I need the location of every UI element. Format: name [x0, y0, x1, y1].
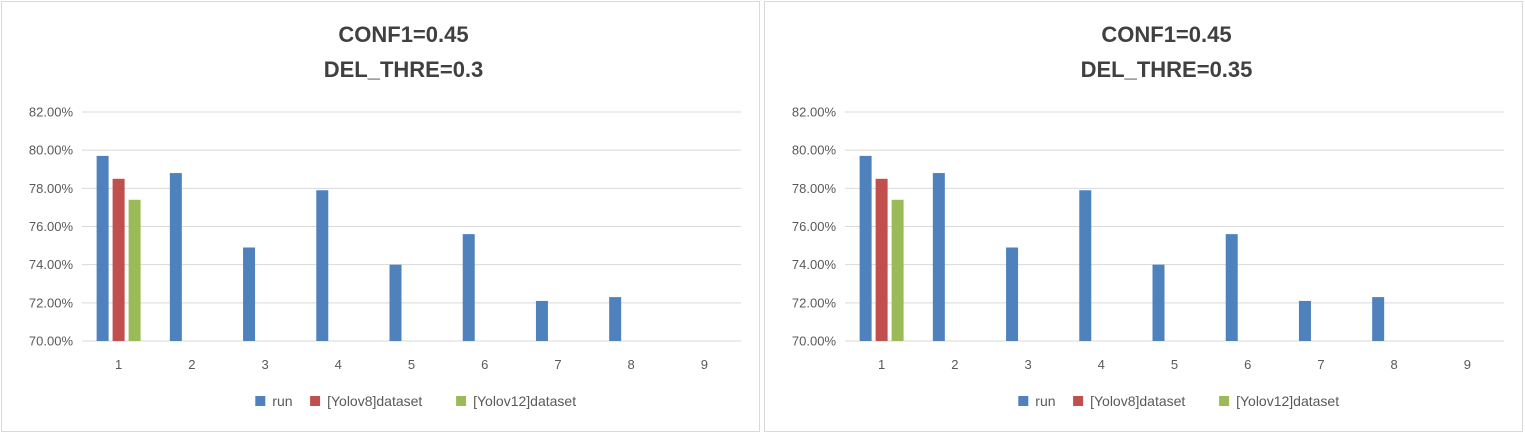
y-tick-label: 70.00%: [792, 334, 837, 349]
bar-run-6: [1225, 234, 1238, 341]
bar-yolov12-dataset-1: [891, 199, 904, 341]
bar-run-1: [96, 155, 109, 341]
bar-run-3: [243, 247, 256, 341]
x-tick-label: 7: [554, 357, 561, 372]
y-tick-label: 76.00%: [792, 219, 837, 234]
y-tick-label: 76.00%: [29, 219, 74, 234]
bar-yolov12-dataset-1: [128, 199, 141, 341]
legend-swatch: [1219, 396, 1230, 406]
x-tick-label: 2: [951, 357, 958, 372]
bar-run-1: [859, 155, 872, 341]
chart-panel-2: CONF1=0.45 DEL_THRE=0.35 70.00% 72.00% 74.00…: [764, 1, 1523, 432]
bar-yolov8-dataset-1: [112, 178, 125, 341]
x-tick-label: 6: [1244, 357, 1251, 372]
chart-title-line: DEL_THRE=0.3: [324, 57, 484, 82]
bar-run-8: [609, 297, 622, 341]
bar-run-5: [1152, 264, 1165, 341]
chart-title-line: CONF1=0.45: [338, 22, 468, 47]
bar-run-4: [1079, 190, 1092, 341]
bar-run-3: [1006, 247, 1019, 341]
x-tick-label: 8: [628, 357, 635, 372]
bar-run-7: [1298, 300, 1311, 341]
x-tick-label: 6: [481, 357, 488, 372]
chart-panel-1: CONF1=0.45 DEL_THRE=0.3 70.00% 72.00% 74.00%…: [1, 1, 760, 432]
y-tick-label: 70.00%: [29, 334, 74, 349]
legend-label: run: [1035, 393, 1055, 409]
x-tick-label: 2: [188, 357, 195, 372]
x-tick-label: 9: [701, 357, 708, 372]
chart-svg-1: CONF1=0.45 DEL_THRE=0.3 70.00% 72.00% 74.00%…: [29, 22, 741, 409]
y-tick-label: 78.00%: [792, 181, 837, 196]
legend-swatch: [1073, 396, 1084, 406]
y-tick-label: 72.00%: [29, 295, 74, 310]
x-tick-label: 4: [335, 357, 342, 372]
legend-label: [Yolov12]dataset: [1236, 393, 1339, 409]
bar-run-5: [389, 264, 402, 341]
chart-title-line: DEL_THRE=0.35: [1081, 57, 1253, 82]
y-tick-label: 74.00%: [29, 257, 74, 272]
bar-run-8: [1372, 297, 1385, 341]
x-tick-label: 8: [1391, 357, 1398, 372]
legend-swatch: [255, 396, 266, 406]
legend-swatch: [1018, 396, 1029, 406]
x-tick-label: 1: [878, 357, 885, 372]
bar-run-6: [462, 234, 475, 341]
x-tick-label: 1: [115, 357, 122, 372]
x-tick-label: 3: [1024, 357, 1031, 372]
bar-run-4: [316, 190, 329, 341]
y-tick-label: 80.00%: [792, 143, 837, 158]
bar-run-2: [169, 173, 182, 341]
y-tick-label: 72.00%: [792, 295, 837, 310]
legend-swatch: [310, 396, 321, 406]
y-tick-label: 74.00%: [792, 257, 837, 272]
legend-label: [Yolov8]dataset: [1090, 393, 1185, 409]
bar-yolov8-dataset-1: [875, 178, 888, 341]
y-tick-label: 80.00%: [29, 143, 74, 158]
y-tick-label: 82.00%: [792, 105, 837, 120]
y-tick-label: 82.00%: [29, 105, 74, 120]
x-tick-label: 4: [1098, 357, 1105, 372]
legend-swatch: [456, 396, 467, 406]
legend-label: [Yolov8]dataset: [327, 393, 422, 409]
legend-label: [Yolov12]dataset: [473, 393, 576, 409]
legend-label: run: [272, 393, 292, 409]
bar-run-2: [932, 173, 945, 341]
y-tick-label: 78.00%: [29, 181, 74, 196]
bar-run-7: [535, 300, 548, 341]
x-tick-label: 5: [408, 357, 415, 372]
x-tick-label: 3: [261, 357, 268, 372]
chart-title-line: CONF1=0.45: [1101, 22, 1231, 47]
x-tick-label: 7: [1317, 357, 1324, 372]
chart-svg-2: CONF1=0.45 DEL_THRE=0.35 70.00% 72.00% 74.00…: [792, 22, 1504, 409]
x-tick-label: 9: [1464, 357, 1471, 372]
x-tick-label: 5: [1171, 357, 1178, 372]
